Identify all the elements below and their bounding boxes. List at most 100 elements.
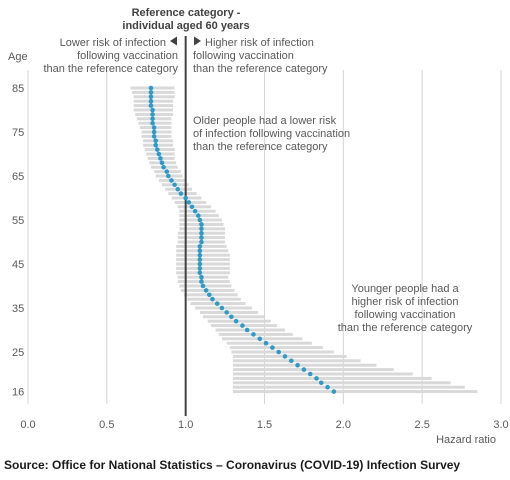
hazard-ratio-point — [189, 204, 195, 210]
hazard-ratio-point — [307, 371, 313, 377]
hazard-ratio-point — [199, 239, 204, 245]
hazard-ratio-point — [158, 156, 163, 161]
ci-bar — [141, 130, 172, 134]
hazard-ratio-point — [199, 279, 204, 284]
ci-bar — [232, 359, 361, 363]
ci-bar — [143, 143, 174, 147]
ci-bar — [179, 209, 216, 213]
hazard-ratio-point — [151, 129, 157, 135]
hazard-ratio-point — [219, 305, 225, 311]
ci-bar — [176, 271, 230, 275]
hazard-ratio-point — [276, 349, 281, 355]
ci-bar — [221, 337, 303, 341]
hazard-ratio-point — [150, 112, 155, 117]
x-tick-label: 3.0 — [493, 419, 508, 431]
ci-bar — [232, 376, 432, 380]
hazard-ratio-point — [150, 116, 155, 122]
hazard-ratio-point — [148, 94, 154, 100]
y-tick-label: 16 — [12, 387, 24, 399]
hazard-ratio-point — [148, 103, 154, 108]
hazard-ratio-point — [178, 191, 184, 196]
x-tick-label: 0.0 — [20, 419, 35, 431]
hazard-ratio-point — [199, 230, 204, 236]
hazard-ratio-point — [314, 376, 319, 381]
hazard-ratio-point — [192, 208, 198, 214]
ci-bar — [176, 249, 229, 253]
hazard-ratio-point — [175, 186, 181, 192]
hazard-ratio-point — [199, 226, 204, 232]
hazard-ratio-point — [159, 160, 165, 166]
annotation-younger-line4: than the reference category — [338, 322, 473, 334]
source-note: Source: Office for National Statistics –… — [4, 458, 461, 472]
hazard-ratio-point — [210, 296, 215, 302]
ci-bar — [143, 139, 174, 143]
hazard-ratio-point — [229, 314, 234, 320]
left-direction-label-line1: Lower risk of infection — [60, 37, 166, 49]
hazard-ratio-point — [186, 200, 192, 205]
hazard-ratio-point — [148, 85, 154, 91]
ci-bar — [176, 258, 230, 262]
x-tick-label: 2.5 — [415, 419, 430, 431]
ci-bar — [229, 346, 323, 350]
ci-bar — [207, 319, 271, 323]
ci-bar — [138, 121, 172, 125]
ci-bar — [179, 284, 232, 288]
hazard-ratio-point — [197, 266, 203, 271]
ci-bar — [199, 310, 259, 314]
annotation-older-line2: of infection following vaccination — [193, 128, 350, 140]
hazard-ratio-point — [199, 235, 204, 240]
x-tick-label: 1.5 — [257, 419, 272, 431]
hazard-ratio-point — [150, 107, 155, 113]
ci-bar — [144, 148, 175, 152]
hazard-ratio-point — [164, 169, 170, 174]
hazard-ratio-point — [197, 270, 203, 276]
ci-bar — [232, 363, 377, 367]
ci-bar — [132, 90, 175, 94]
y-tick-label: 25 — [12, 347, 24, 359]
hazard-ratio-point — [318, 380, 324, 386]
hazard-ratio-point — [203, 288, 209, 293]
annotation-older-line3: than the reference category — [193, 141, 328, 153]
ci-bar — [232, 372, 413, 376]
ci-bar — [218, 332, 293, 336]
y-axis-ticks: 85 75 65 55 45 35 25 16 — [12, 83, 24, 399]
ci-bar — [203, 315, 265, 319]
hazard-ratio-point — [282, 354, 288, 359]
ci-bar — [176, 253, 230, 257]
y-tick-label: 85 — [12, 83, 24, 95]
ci-bar — [177, 280, 230, 284]
hazard-ratio-point — [148, 90, 154, 95]
hazard-ratio-point — [156, 151, 162, 157]
x-axis-title: Hazard ratio — [436, 434, 496, 446]
left-direction-label-line2: following vaccination — [77, 50, 178, 62]
ci-bar — [232, 385, 465, 389]
hazard-ratio-point — [257, 336, 263, 342]
hazard-ratio-point — [197, 252, 203, 258]
hazard-ratio-point — [197, 244, 203, 249]
y-tick-label: 55 — [12, 215, 24, 227]
right-direction-label-line2: following vaccination — [193, 50, 294, 62]
ci-bar — [133, 99, 174, 103]
y-tick-label: 35 — [12, 303, 24, 315]
hazard-ratio-point — [244, 327, 250, 333]
hazard-ratio-point — [153, 142, 159, 148]
hazard-ratio-point — [150, 120, 155, 126]
ci-bar — [141, 134, 172, 138]
hazard-ratio-point — [153, 138, 159, 144]
hazard-ratio-point — [295, 362, 300, 368]
ci-bar — [133, 95, 175, 99]
vertical-gridlines — [27, 70, 502, 404]
annotation-younger-line3: following vaccination — [355, 309, 456, 321]
reference-label-line2: individual aged 60 years — [122, 20, 249, 32]
left-arrow-icon — [170, 36, 177, 46]
hazard-ratio-point — [199, 222, 204, 227]
ci-bar — [232, 368, 394, 372]
ci-bar — [176, 266, 230, 270]
hazard-ratio-point — [325, 384, 330, 390]
ci-bar — [177, 205, 211, 209]
hazard-ratio-point — [197, 257, 203, 262]
y-tick-label: 45 — [12, 259, 24, 271]
hazard-ratio-point — [183, 195, 188, 201]
hazard-ratio-point — [169, 178, 174, 183]
